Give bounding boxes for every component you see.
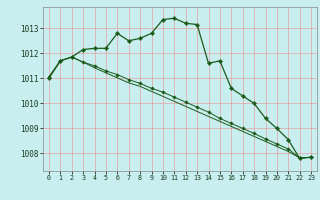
- Text: Graphe pression niveau de la mer (hPa): Graphe pression niveau de la mer (hPa): [51, 186, 269, 195]
